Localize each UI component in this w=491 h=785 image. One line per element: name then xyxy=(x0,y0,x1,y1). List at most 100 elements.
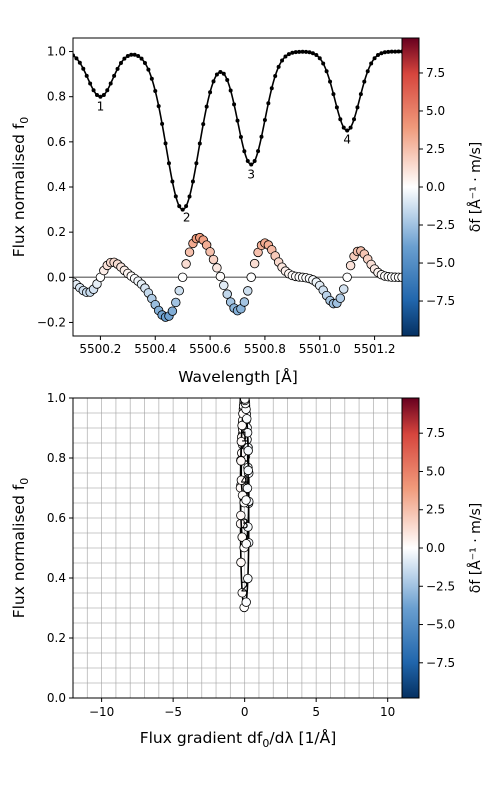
flux-sample-point xyxy=(211,79,216,84)
flux-sample-point xyxy=(283,54,288,59)
top-y-axis: −0.2 0.0 0.2 0.4 0.6 0.8 1.0 xyxy=(37,45,73,329)
colorbar-tick-label: 7.5 xyxy=(426,426,445,440)
bottom-x-axis: −10 −5 0 5 10 xyxy=(89,698,395,719)
phase-point xyxy=(236,557,246,568)
y-tick-label: 0.4 xyxy=(47,180,66,194)
flux-sample-point xyxy=(177,204,182,209)
flux-sample-point xyxy=(146,67,151,72)
phase-point xyxy=(242,428,253,438)
derivative-point xyxy=(397,272,402,282)
flux-sample-point xyxy=(242,149,247,154)
flux-sample-point xyxy=(266,101,271,106)
flux-sample-point xyxy=(307,50,312,55)
top-colorbar-label: δf [Å⁻¹ · m/s] xyxy=(467,142,484,232)
flux-sample-point xyxy=(379,51,384,56)
derivative-point xyxy=(249,258,260,269)
top-colorbar: 7.5 5.0 2.5 0.0 −2.5 −5.0 −7.5 δf [Å⁻¹ · m/s] xyxy=(401,37,484,337)
flux-sample-point xyxy=(331,92,336,97)
phase-point xyxy=(236,510,246,521)
flux-sample-point xyxy=(214,72,219,77)
y-tick-label: 0.0 xyxy=(47,270,66,284)
flux-sample-point xyxy=(225,77,230,82)
flux-sample-point xyxy=(170,179,175,184)
top-colorbar-gradient xyxy=(401,37,420,337)
flux-sample-point xyxy=(132,52,137,57)
flux-sample-point xyxy=(156,104,161,109)
flux-sample-point xyxy=(293,50,298,55)
line-label-4: 4 xyxy=(343,133,351,147)
curve-label-1: 1 xyxy=(241,431,249,446)
bottom-panel: −10 −5 0 5 10 0.0 0.2 0.4 0.6 0.8 1.0 Flux gradie… xyxy=(10,391,484,750)
flux-sample-point xyxy=(228,88,233,93)
bottom-colorbar-label: δf [Å⁻¹ · m/s] xyxy=(467,503,484,593)
colorbar-tick-label: 5.0 xyxy=(426,464,445,478)
phase-point xyxy=(241,539,251,549)
bottom-plot-area xyxy=(73,398,402,698)
flux-sample-point xyxy=(77,60,82,65)
x-tick-label: −10 xyxy=(89,705,114,719)
x-tick-label: 5500.8 xyxy=(244,342,286,356)
flux-sample-point xyxy=(149,76,154,81)
y-tick-label: 0.8 xyxy=(47,451,66,465)
x-tick-label: 5501.2 xyxy=(354,342,396,356)
x-tick-label: 5500.6 xyxy=(189,342,231,356)
flux-sample-point xyxy=(393,49,398,54)
flux-sample-point xyxy=(249,162,254,167)
flux-sample-point xyxy=(74,56,79,61)
flux-sample-point xyxy=(297,49,302,54)
flux-sample-point xyxy=(262,118,267,123)
derivative-point xyxy=(239,297,250,307)
colorbar-tick-label: −7.5 xyxy=(426,656,455,670)
flux-sample-point xyxy=(98,94,103,99)
y-tick-label: −0.2 xyxy=(37,315,66,329)
derivative-point xyxy=(177,272,188,283)
flux-sample-point xyxy=(389,49,394,54)
flux-sample-point xyxy=(108,81,113,86)
flux-sample-point xyxy=(197,141,202,146)
flux-sample-point xyxy=(218,69,223,74)
flux-sample-point xyxy=(372,56,377,61)
phase-point xyxy=(236,436,247,447)
flux-sample-point xyxy=(94,92,99,97)
colorbar-tick-label: 0.0 xyxy=(426,180,445,194)
flux-sample-point xyxy=(184,204,189,209)
flux-sample-point xyxy=(362,79,367,84)
y-tick-label: 0.6 xyxy=(47,511,66,525)
bottom-y-axis: 0.0 0.2 0.4 0.6 0.8 1.0 xyxy=(47,391,73,705)
flux-sample-point xyxy=(341,125,346,130)
flux-sample-point xyxy=(163,141,168,146)
flux-sample-point xyxy=(118,60,123,65)
flux-sample-point xyxy=(252,158,257,163)
flux-sample-point xyxy=(259,134,264,139)
y-tick-label: 1.0 xyxy=(47,391,66,405)
flux-sample-point xyxy=(286,52,291,57)
y-tick-label: 0.2 xyxy=(47,225,66,239)
flux-sample-point xyxy=(84,73,89,78)
derivative-point xyxy=(205,247,215,257)
flux-sample-point xyxy=(358,92,363,97)
top-x-axis: 5500.2 5500.4 5500.6 5500.8 5501.0 5501.2 xyxy=(79,336,396,356)
colorbar-tick-label: 2.5 xyxy=(426,503,445,517)
flux-sample-point xyxy=(139,56,144,61)
flux-sample-point xyxy=(153,88,158,93)
phase-point xyxy=(236,475,247,485)
colorbar-tick-label: −2.5 xyxy=(426,579,455,593)
bottom-y-axis-label: Flux normalised f0 xyxy=(10,478,31,619)
flux-sample-point xyxy=(386,49,391,54)
colorbar-tick-label: 2.5 xyxy=(426,142,445,156)
flux-sample-point xyxy=(369,61,374,66)
derivative-point xyxy=(167,306,178,316)
phase-point xyxy=(240,398,250,404)
flux-sample-point xyxy=(142,61,147,66)
flux-sample-point xyxy=(173,194,178,199)
derivative-point xyxy=(171,297,181,308)
derivative-point xyxy=(222,289,232,299)
phase-point xyxy=(241,597,251,607)
y-tick-label: 0.8 xyxy=(47,90,66,104)
top-plot-area xyxy=(73,49,402,322)
phase-point xyxy=(243,522,253,532)
flux-sample-point xyxy=(166,161,171,166)
y-tick-label: 1.0 xyxy=(47,45,66,59)
flux-sample-point xyxy=(382,50,387,55)
derivative-point xyxy=(184,247,195,257)
